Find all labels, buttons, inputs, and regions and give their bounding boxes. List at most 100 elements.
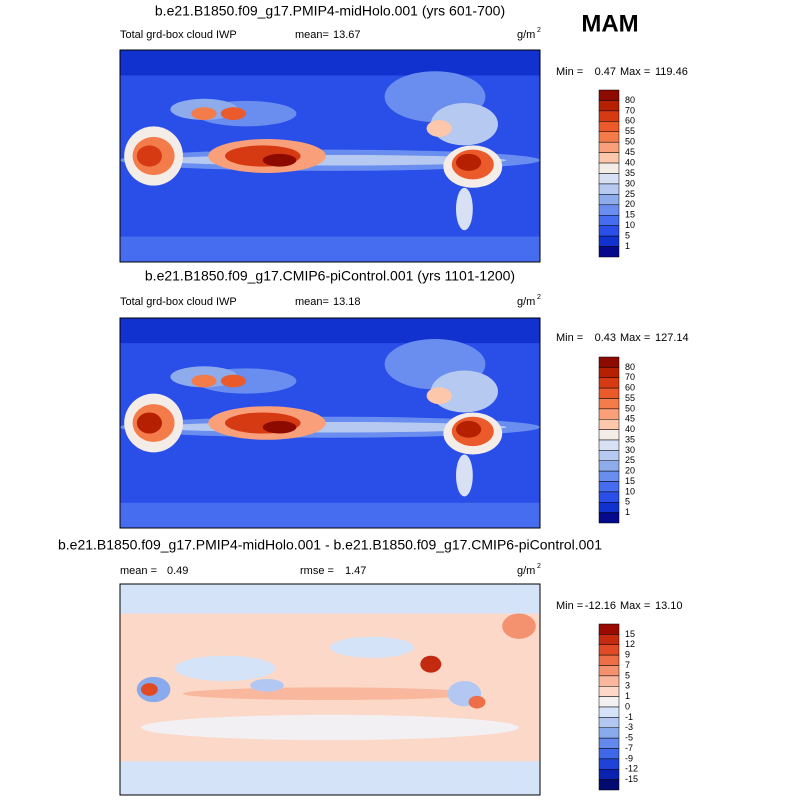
colorbar-label: 7 <box>625 660 630 670</box>
field-band <box>120 236 540 262</box>
max-label: Max = <box>620 332 650 344</box>
colorbar-box <box>598 491 620 503</box>
colorbar-box <box>598 173 620 185</box>
units-exponent: 2 <box>537 294 541 301</box>
mean-value: 0.49 <box>167 565 188 577</box>
colorbar-label: 12 <box>625 639 635 649</box>
colorbar-label: 1 <box>625 507 630 517</box>
colorbar-label: 15 <box>625 210 635 220</box>
colorbar-label: 30 <box>625 178 635 188</box>
variable-label: Total grd-box cloud IWP <box>120 296 237 308</box>
min-label: Min = <box>556 600 583 612</box>
mean-label: mean= <box>295 29 329 41</box>
colorbar-label: 9 <box>625 650 630 660</box>
field-band <box>120 761 540 795</box>
colorbar-label: 35 <box>625 434 635 444</box>
field-band <box>120 318 540 344</box>
colorbar-label: 1 <box>625 691 630 701</box>
colorbar-label: 10 <box>625 486 635 496</box>
colorbar-box <box>598 89 620 101</box>
field-patch <box>456 420 482 438</box>
mean-value: 13.67 <box>333 29 361 41</box>
colorbar-box <box>598 706 620 718</box>
mean-label: mean= <box>295 296 329 308</box>
colorbar-box <box>598 194 620 206</box>
field-patch <box>136 145 162 167</box>
field-band <box>120 584 540 614</box>
field-band <box>120 502 540 528</box>
min-value: -12.16 <box>585 600 616 612</box>
colorbar-box <box>598 408 620 420</box>
colorbar-box <box>598 419 620 430</box>
colorbar-label: -15 <box>625 774 638 784</box>
colorbar-label: 35 <box>625 168 635 178</box>
colorbar-box <box>598 225 620 237</box>
field-patch <box>136 412 162 434</box>
colorbar-box <box>598 162 620 174</box>
field-patch <box>262 153 297 167</box>
colorbar-box <box>598 121 620 132</box>
colorbar-box <box>598 717 620 728</box>
field-patch <box>430 370 498 413</box>
colorbar-label: -5 <box>625 733 633 743</box>
colorbar-box <box>598 398 620 410</box>
colorbar-label: 60 <box>625 116 635 126</box>
field-patch <box>456 153 482 171</box>
field-patch <box>191 374 217 388</box>
colorbar-label: 30 <box>625 445 635 455</box>
colorbar-label: 40 <box>625 424 635 434</box>
colorbar-label: 25 <box>625 189 635 199</box>
colorbar-label: 5 <box>625 670 630 680</box>
panel: b.e21.B1850.f09_g17.CMIP6-piControl.001 … <box>119 268 689 529</box>
panel: b.e21.B1850.f09_g17.PMIP4-midHolo.001 - … <box>58 537 683 796</box>
colorbar-label: 5 <box>625 497 630 507</box>
colorbar-label: -12 <box>625 764 638 774</box>
colorbar-box <box>598 470 620 482</box>
colorbar-label: 10 <box>625 220 635 230</box>
colorbar-box <box>598 131 620 143</box>
field-band <box>120 50 540 76</box>
colorbar-box <box>598 110 620 122</box>
max-value: 119.46 <box>655 66 688 78</box>
colorbar-label: 50 <box>625 403 635 413</box>
colorbar-label: 80 <box>625 95 635 105</box>
field-patch <box>250 678 284 692</box>
colorbar-box <box>598 696 620 708</box>
colorbar-label: 60 <box>625 383 635 393</box>
field-patch <box>141 714 519 741</box>
max-label: Max = <box>620 66 650 78</box>
colorbar-box <box>598 450 620 461</box>
colorbar-box <box>598 204 620 216</box>
min-label: Min = <box>556 66 583 78</box>
units-label: g/m <box>517 565 535 577</box>
mean-label: mean = <box>120 565 157 577</box>
colorbar-box <box>598 634 620 645</box>
min-value: 0.43 <box>595 332 616 344</box>
map-frame <box>119 583 541 796</box>
colorbar-box <box>598 100 620 112</box>
colorbar-box <box>598 439 620 451</box>
colorbar-label: 70 <box>625 105 635 115</box>
colorbar-label: 55 <box>625 393 635 403</box>
colorbar-label: 0 <box>625 701 630 711</box>
field-patch <box>502 613 536 639</box>
colorbar-box <box>598 367 620 378</box>
field-patch <box>330 636 414 658</box>
colorbar-box <box>598 429 620 441</box>
colorbar-label: -9 <box>625 753 633 763</box>
map <box>120 50 540 262</box>
colorbar-box <box>598 246 620 258</box>
colorbar-label: -3 <box>625 722 633 732</box>
rmse-value: 1.47 <box>345 565 366 577</box>
map <box>120 584 540 795</box>
max-value: 127.14 <box>655 332 689 344</box>
season-label: MAM <box>581 10 638 37</box>
panel-title: b.e21.B1850.f09_g17.PMIP4-midHolo.001 - … <box>58 537 602 553</box>
field-patch <box>183 687 477 701</box>
colorbar-label: 20 <box>625 466 635 476</box>
colorbar-box <box>598 737 620 749</box>
colorbar-box <box>598 460 620 472</box>
colorbar-box <box>598 356 620 368</box>
colorbar-box <box>598 141 620 153</box>
colorbar-label: 25 <box>625 455 635 465</box>
